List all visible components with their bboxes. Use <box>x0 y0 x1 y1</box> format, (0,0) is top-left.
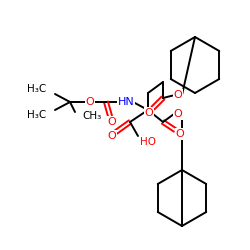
Text: H₃C: H₃C <box>27 110 46 120</box>
Text: O: O <box>144 108 154 118</box>
Text: H₃C: H₃C <box>27 84 46 94</box>
Text: HO: HO <box>140 137 156 147</box>
Text: O: O <box>86 97 94 107</box>
Text: O: O <box>174 109 182 119</box>
Text: O: O <box>108 131 116 141</box>
Text: O: O <box>108 117 116 127</box>
Text: O: O <box>174 90 182 100</box>
Text: HN: HN <box>118 97 134 107</box>
Text: O: O <box>176 129 184 139</box>
Text: CH₃: CH₃ <box>82 111 101 121</box>
